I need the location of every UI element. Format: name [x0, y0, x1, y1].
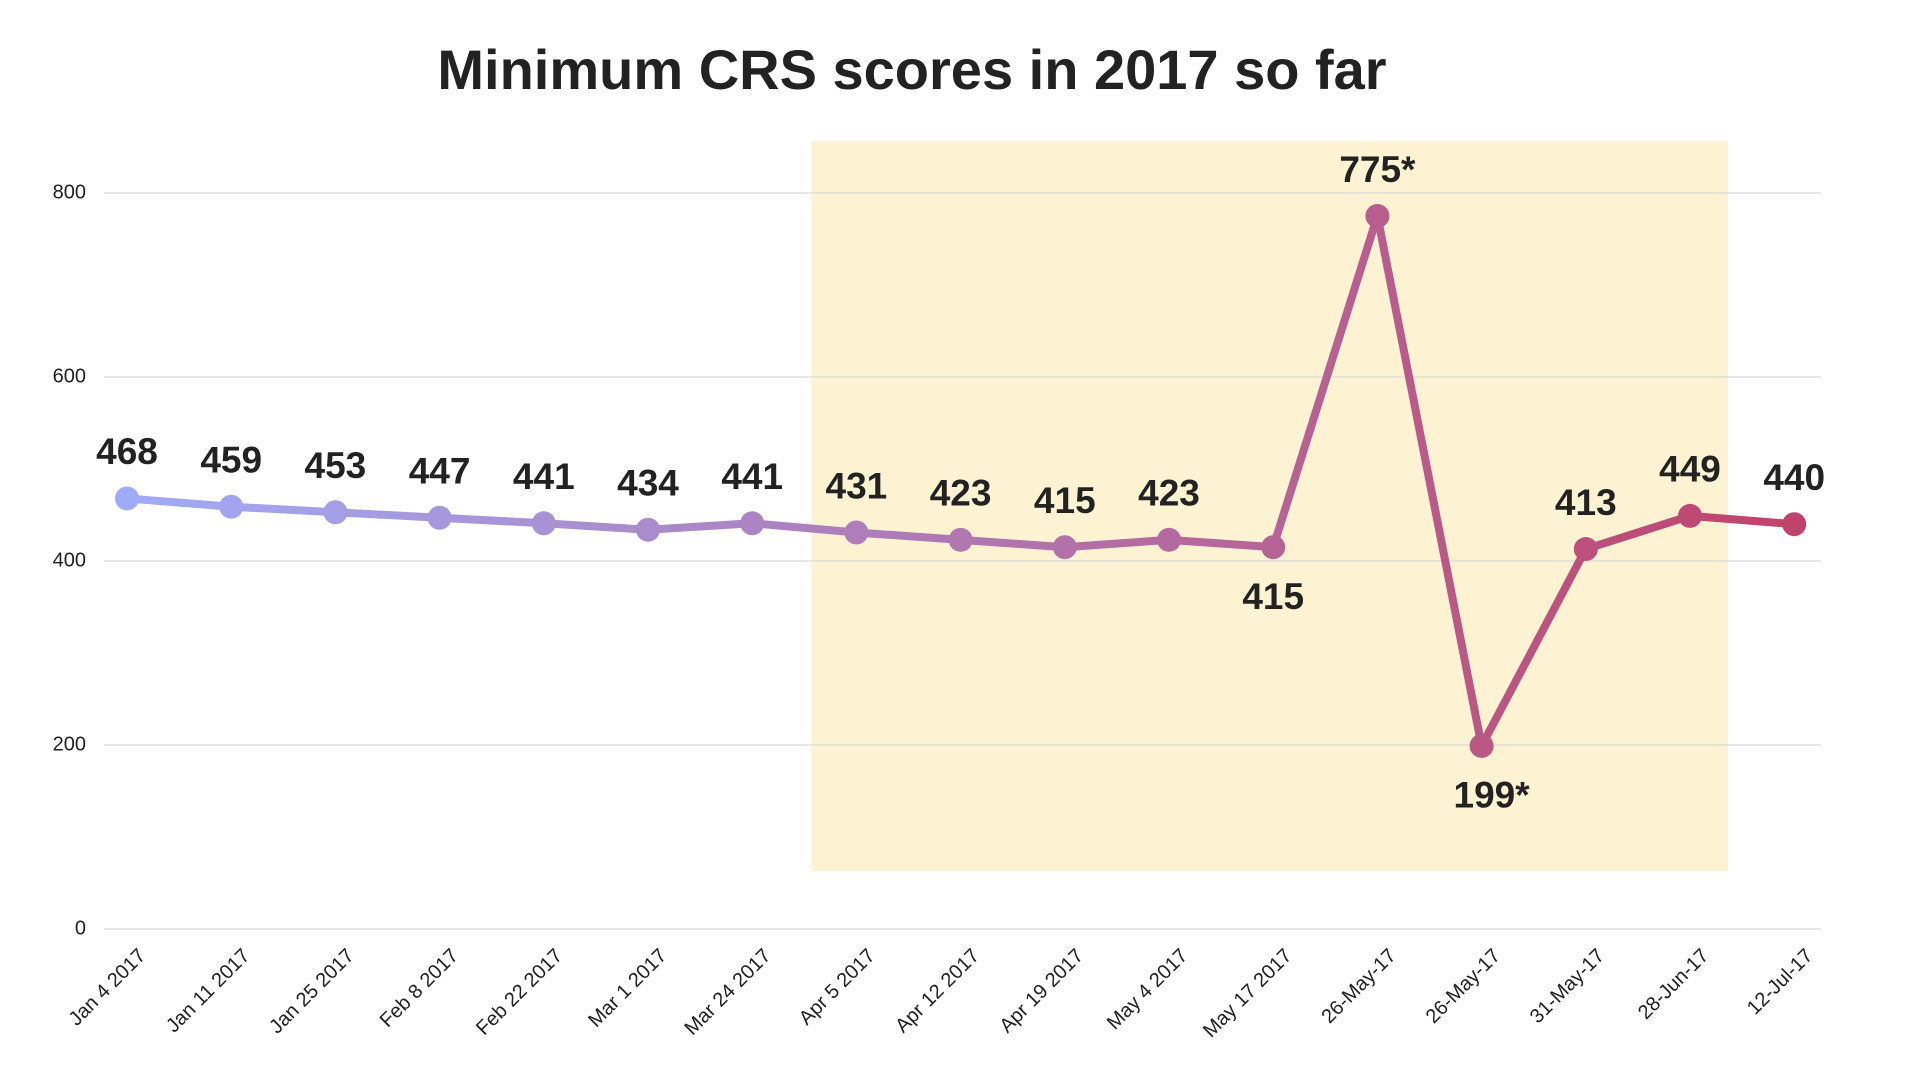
data-label: 441 — [513, 456, 575, 497]
data-label: 415 — [1034, 480, 1096, 521]
marker — [1052, 535, 1077, 560]
x-tick-label: 31-May-17 — [1526, 945, 1609, 1028]
x-tick-label: 26-May-17 — [1318, 945, 1401, 1028]
data-label: 413 — [1555, 482, 1617, 523]
x-tick-label: Apr 19 2017 — [995, 945, 1088, 1038]
x-tick-label: Feb 8 2017 — [376, 945, 463, 1032]
x-tick-label: Mar 1 2017 — [584, 945, 671, 1032]
x-tick-label: Feb 22 2017 — [472, 945, 567, 1040]
x-tick-label: Apr 5 2017 — [795, 945, 880, 1030]
y-tick-label: 400 — [53, 549, 86, 571]
y-tick-label: 600 — [53, 365, 86, 387]
data-label: 775* — [1339, 149, 1416, 190]
x-tick-label: 26-May-17 — [1422, 945, 1505, 1028]
marker — [1678, 503, 1702, 528]
data-label: 447 — [409, 451, 471, 492]
data-label: 423 — [1138, 473, 1200, 514]
data-label: 449 — [1659, 449, 1721, 490]
x-tick-label: May 17 2017 — [1199, 945, 1296, 1042]
data-label: 468 — [96, 431, 158, 472]
chart-title: Minimum CRS scores in 2017 so far — [437, 38, 1386, 101]
marker — [1782, 512, 1807, 537]
data-label: 199* — [1454, 775, 1531, 816]
marker — [740, 511, 765, 536]
marker — [1365, 204, 1390, 228]
x-tick-label: Jan 25 2017 — [265, 945, 358, 1038]
highlight-region — [811, 141, 1729, 871]
marker — [323, 500, 348, 525]
marker — [115, 486, 139, 511]
marker — [1573, 537, 1598, 562]
data-label: 441 — [721, 456, 783, 497]
x-tick-label: Mar 24 2017 — [681, 945, 776, 1040]
data-label: 434 — [617, 463, 679, 504]
x-tick-label: Jan 4 2017 — [65, 945, 151, 1031]
x-tick-label: 28-Jun-17 — [1634, 945, 1713, 1024]
marker — [427, 505, 452, 530]
marker — [844, 520, 869, 545]
marker — [1157, 527, 1181, 552]
y-tick-label: 200 — [53, 733, 86, 755]
marker — [636, 517, 660, 542]
y-tick-label: 800 — [53, 181, 86, 203]
x-tick-label: Apr 12 2017 — [891, 945, 984, 1038]
data-label: 440 — [1763, 457, 1825, 498]
marker — [948, 527, 973, 552]
x-tick-label: 12-Jul-17 — [1743, 945, 1818, 1020]
y-tick-label: 0 — [75, 917, 86, 939]
data-label: 453 — [305, 445, 367, 486]
data-label: 415 — [1242, 576, 1304, 617]
x-tick-label: May 4 2017 — [1103, 945, 1192, 1034]
marker — [1469, 733, 1494, 758]
x-tick-label: Jan 11 2017 — [162, 945, 254, 1037]
data-label: 459 — [200, 440, 262, 481]
data-label: 431 — [826, 465, 888, 506]
marker — [1261, 535, 1286, 560]
data-label: 423 — [930, 473, 992, 514]
marker — [219, 494, 244, 519]
marker — [531, 511, 556, 536]
